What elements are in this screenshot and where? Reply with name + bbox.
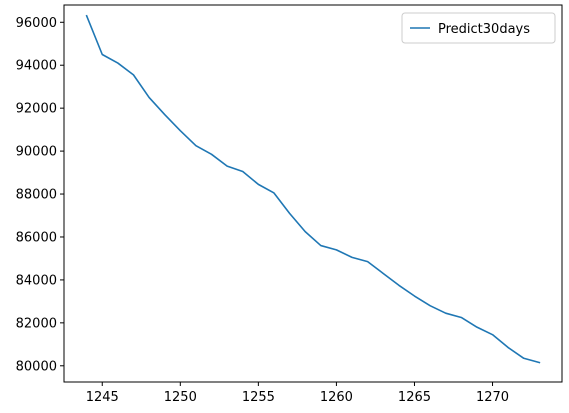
plot-area-background: [64, 5, 562, 382]
y-tick-label: 92000: [16, 102, 57, 117]
x-tick-label: 1265: [398, 390, 431, 405]
data-point: [523, 357, 525, 359]
data-point: [289, 213, 291, 215]
data-point: [492, 334, 494, 336]
data-point: [117, 62, 119, 64]
y-tick-label: 86000: [16, 230, 57, 245]
y-tick-label: 94000: [16, 59, 57, 74]
data-point: [258, 184, 260, 186]
data-point: [336, 249, 338, 251]
y-tick-label: 96000: [16, 16, 57, 31]
data-point: [445, 312, 447, 314]
legend: Predict30days: [401, 12, 556, 44]
data-point: [86, 15, 88, 17]
x-tick-label: 1260: [320, 390, 353, 405]
y-tick-label: 90000: [16, 145, 57, 160]
data-point: [414, 295, 416, 297]
legend-label: Predict30days: [438, 22, 530, 37]
data-point: [164, 114, 166, 116]
data-point: [367, 261, 369, 263]
data-point: [382, 273, 384, 275]
data-point: [226, 165, 228, 167]
x-axis-ticks: 1245 1250 1255 1260 1265 1270: [86, 382, 509, 405]
data-point: [461, 317, 463, 319]
data-point: [539, 362, 541, 364]
series-layer: [85, 14, 541, 364]
y-axis-ticks: 80000 82000 84000 86000 88000 90000 92000 94000…: [16, 16, 64, 374]
plot-area-frame: [63, 4, 563, 383]
data-point: [429, 305, 431, 307]
series-line: [85, 14, 541, 364]
data-point: [351, 257, 353, 259]
data-point: [211, 154, 213, 156]
data-point: [304, 231, 306, 233]
x-tick-label: 1270: [476, 390, 509, 405]
x-tick-label: 1250: [164, 390, 197, 405]
y-tick-label: 84000: [16, 273, 57, 288]
data-point: [148, 97, 150, 99]
data-point: [242, 171, 244, 173]
data-point: [195, 145, 197, 147]
x-tick-label: 1255: [242, 390, 275, 405]
data-point: [476, 326, 478, 328]
x-tick-label: 1245: [86, 390, 119, 405]
y-tick-label: 88000: [16, 188, 57, 203]
y-tick-label: 82000: [16, 316, 57, 331]
data-point: [133, 74, 135, 76]
data-point: [320, 245, 322, 247]
data-point: [398, 284, 400, 286]
y-tick-label: 80000: [16, 359, 57, 374]
data-point: [101, 54, 103, 56]
data-point: [180, 130, 182, 132]
data-point: [507, 347, 509, 349]
legend-box: [401, 12, 556, 44]
data-point: [273, 192, 275, 194]
